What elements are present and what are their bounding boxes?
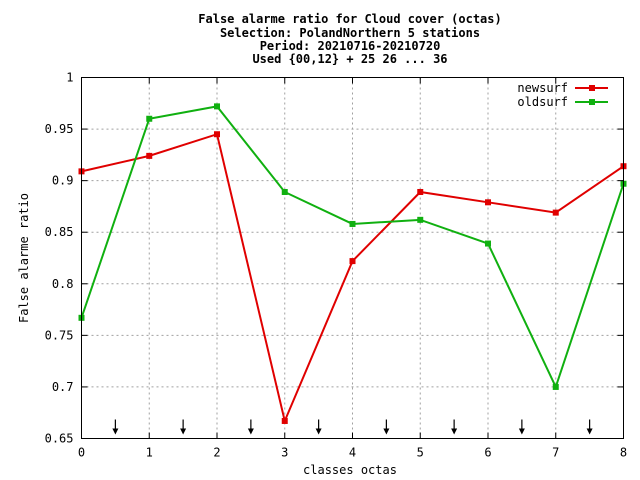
legend-marker-newsurf bbox=[589, 85, 595, 91]
series-layer bbox=[78, 103, 627, 425]
y-axis-label: False alarme ratio bbox=[17, 193, 31, 323]
data-point-oldsurf bbox=[214, 103, 220, 110]
title-line-2: Selection: PolandNorthern 5 stations bbox=[220, 26, 480, 40]
data-point-newsurf bbox=[552, 209, 559, 216]
legend-label-newsurf: newsurf bbox=[517, 81, 568, 95]
x-tick-label: 7 bbox=[552, 446, 559, 460]
y-tick-label: 0.8 bbox=[52, 277, 74, 291]
data-point-newsurf bbox=[485, 199, 491, 206]
series-oldsurf bbox=[78, 103, 627, 390]
x-tick-label: 8 bbox=[620, 446, 627, 460]
arrow-marker-head bbox=[315, 428, 322, 435]
arrow-markers bbox=[112, 419, 593, 435]
data-point-newsurf bbox=[349, 258, 356, 265]
data-point-oldsurf bbox=[552, 383, 559, 390]
y-axis: 0.65 0.7 0.75 0.8 0.85 0.9 0.95 1 bbox=[45, 71, 624, 446]
x-tick-label: 0 bbox=[78, 446, 85, 460]
y-tick-label: 0.65 bbox=[45, 432, 74, 446]
title-line-1: False alarme ratio for Cloud cover (octa… bbox=[198, 12, 501, 26]
arrow-marker bbox=[451, 419, 458, 435]
x-tick-label: 4 bbox=[349, 446, 356, 460]
legend-item-newsurf: newsurf bbox=[517, 81, 608, 95]
x-tick-label: 6 bbox=[484, 446, 491, 460]
data-point-oldsurf bbox=[485, 240, 491, 247]
chart-title: False alarme ratio for Cloud cover (octa… bbox=[198, 12, 501, 66]
arrow-marker-head bbox=[180, 428, 187, 435]
x-tick-label: 3 bbox=[281, 446, 288, 460]
y-tick-label: 0.75 bbox=[45, 328, 74, 342]
arrow-marker-head bbox=[247, 428, 254, 435]
y-tick-label: 1 bbox=[66, 71, 73, 85]
data-point-oldsurf bbox=[146, 115, 153, 122]
x-axis: 0 1 2 3 4 5 6 7 8 bbox=[78, 77, 627, 460]
title-line-4: Used {00,12} + 25 26 ... 36 bbox=[252, 52, 447, 66]
y-tick-label: 0.9 bbox=[52, 174, 74, 188]
y-tick-label: 0.7 bbox=[52, 380, 74, 394]
legend-marker-oldsurf bbox=[589, 99, 595, 105]
x-tick-label: 1 bbox=[146, 446, 153, 460]
title-line-3: Period: 20210716-20210720 bbox=[260, 39, 441, 53]
x-tick-label: 2 bbox=[213, 446, 220, 460]
y-tick-label: 0.85 bbox=[45, 225, 74, 239]
data-point-oldsurf bbox=[281, 188, 288, 195]
arrow-marker bbox=[112, 419, 119, 435]
legend-item-oldsurf: oldsurf bbox=[517, 95, 608, 109]
legend-label-oldsurf: oldsurf bbox=[517, 95, 568, 109]
arrow-marker-head bbox=[451, 428, 458, 435]
arrow-marker bbox=[518, 419, 525, 435]
y-tick-label: 0.95 bbox=[45, 122, 74, 136]
arrow-marker-head bbox=[112, 428, 119, 435]
x-axis-label: classes octas bbox=[303, 463, 397, 477]
x-tick-label: 5 bbox=[417, 446, 424, 460]
arrow-marker bbox=[180, 419, 187, 435]
data-point-oldsurf bbox=[349, 220, 356, 227]
arrow-marker-head bbox=[586, 428, 593, 435]
data-point-newsurf bbox=[214, 131, 220, 138]
arrow-marker bbox=[383, 419, 390, 435]
data-point-newsurf bbox=[281, 417, 288, 424]
data-point-oldsurf bbox=[417, 216, 424, 223]
arrow-marker bbox=[247, 419, 254, 435]
arrow-marker-head bbox=[518, 428, 525, 435]
arrow-marker bbox=[315, 419, 322, 435]
arrow-marker bbox=[586, 419, 593, 435]
arrow-marker-head bbox=[383, 428, 390, 435]
data-point-newsurf bbox=[417, 188, 424, 195]
grid bbox=[81, 77, 624, 439]
data-point-newsurf bbox=[146, 152, 153, 159]
